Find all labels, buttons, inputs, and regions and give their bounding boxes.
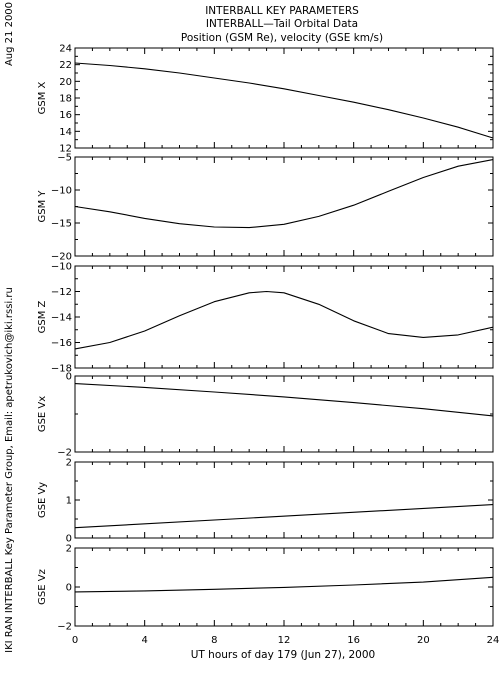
y-axis-label: GSM Y — [37, 190, 48, 223]
panel-frame — [74, 47, 494, 149]
data-series-line — [74, 576, 494, 593]
y-tick-label: −15 — [51, 219, 72, 230]
y-tick-label: 24 — [59, 44, 72, 55]
panel-5: GSE Vy 0 1 2 — [37, 458, 494, 545]
x-tick-label: 16 — [347, 635, 360, 646]
panel-1: GSM X 12 14 16 18 20 22 24 — [37, 44, 494, 155]
credit-label: IKI RAN INTERBALL Key Parameter Group, E… — [4, 287, 15, 653]
x-tick-label: 24 — [487, 635, 500, 646]
x-tick-label: 4 — [141, 635, 147, 646]
chart-title-line-1: INTERBALL KEY PARAMETERS — [205, 5, 359, 17]
y-tick-label: 0 — [66, 583, 72, 594]
y-axis-label: GSM X — [37, 81, 48, 114]
y-tick-label: −18 — [51, 364, 72, 375]
date-label: Aug 21 2000 — [4, 2, 15, 66]
panel-6: GSE Vz −2 0 2 — [37, 544, 494, 633]
data-series-line — [74, 383, 494, 417]
y-tick-label: 0 — [66, 534, 72, 545]
y-axis-label: GSE Vx — [37, 396, 48, 432]
panel-2: GSM Y −20 −15 −10 −5 — [37, 153, 494, 263]
y-tick-label: 22 — [59, 60, 72, 71]
data-series-line — [74, 290, 494, 350]
y-tick-label: −5 — [57, 153, 72, 164]
y-tick-label: 2 — [66, 458, 72, 469]
y-tick-label: −2 — [57, 622, 72, 633]
chart-title-line-2: INTERBALL—Tail Orbital Data — [206, 18, 358, 30]
y-tick-label: 12 — [59, 144, 72, 155]
y-tick-label: −12 — [51, 287, 72, 298]
data-series-line — [74, 159, 494, 229]
x-tick-label: 12 — [278, 635, 291, 646]
y-tick-label: 1 — [66, 496, 72, 507]
y-tick-label: 0 — [66, 372, 72, 383]
y-tick-label: 20 — [59, 77, 72, 88]
x-axis-label: UT hours of day 179 (Jun 27), 2000 — [191, 649, 375, 661]
panel-frame — [74, 461, 494, 539]
panel-frame — [74, 265, 494, 369]
y-axis-label: GSE Vz — [37, 569, 48, 605]
y-tick-label: −2 — [57, 448, 72, 459]
chart-title-line-3: Position (GSM Re), velocity (GSE km/s) — [181, 32, 383, 44]
y-axis-label: GSE Vy — [37, 482, 48, 518]
y-tick-label: −14 — [51, 313, 72, 324]
y-tick-label: 18 — [59, 94, 72, 105]
data-series-line — [74, 504, 494, 529]
y-axis-label: GSM Z — [37, 300, 48, 333]
y-tick-label: −10 — [51, 186, 72, 197]
panel-frame — [74, 156, 494, 257]
y-tick-label: 16 — [59, 110, 72, 121]
y-tick-label: −20 — [51, 252, 72, 263]
x-tick-label: 8 — [211, 635, 217, 646]
y-tick-label: −16 — [51, 338, 72, 349]
x-tick-label: 0 — [72, 635, 78, 646]
panel-3: GSM Z −18 −16 −14 −12 −10 — [37, 262, 494, 375]
panel-4: GSE Vx −2 0 — [37, 372, 494, 459]
y-tick-label: 2 — [66, 544, 72, 555]
y-tick-label: −10 — [51, 262, 72, 273]
y-tick-label: 14 — [59, 127, 72, 138]
x-tick-label: 20 — [417, 635, 430, 646]
data-series-line — [74, 62, 494, 139]
